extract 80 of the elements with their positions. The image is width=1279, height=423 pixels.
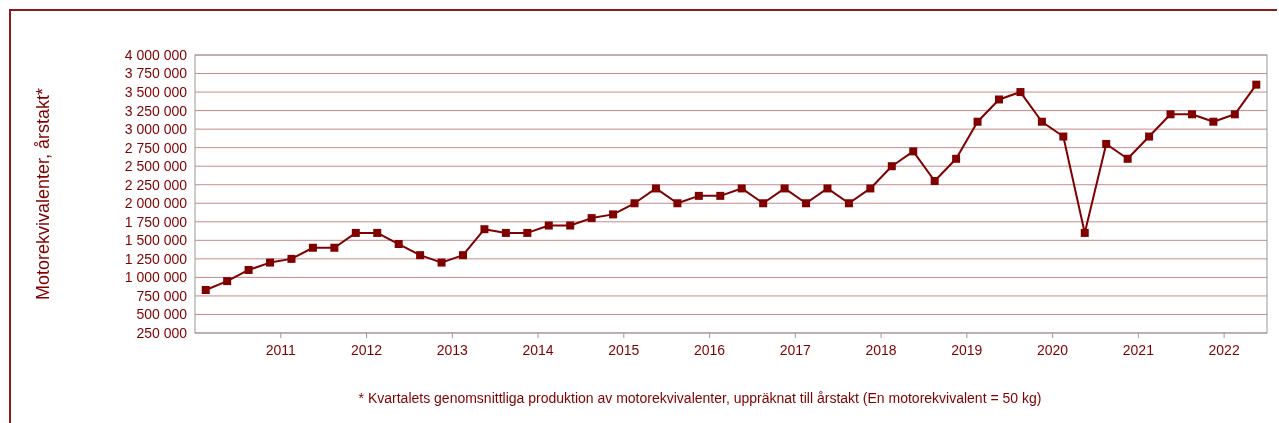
y-tick-label: 3 500 000 [124,83,188,100]
point [501,228,510,237]
x-tick-label: 2022 [1208,342,1240,358]
point [459,251,467,260]
point [973,117,982,126]
y-tick-label: 500 000 [136,306,188,323]
point [759,199,768,208]
point [244,265,253,274]
x-tick-label: 2015 [608,342,640,358]
point [866,184,875,193]
point [1209,117,1218,126]
y-tick-label: 4 000 000 [124,46,188,63]
y-tick-label: 2 000 000 [124,195,188,212]
y-tick-label: 1 000 000 [124,269,188,286]
point [201,286,210,294]
point [737,184,746,193]
point [1080,228,1089,237]
y-tick-label: 2 500 000 [124,158,188,175]
point [1123,154,1132,163]
point [266,258,275,267]
point [373,228,382,237]
point [566,221,575,230]
y-tick-label: 250 000 [136,324,188,341]
x-tick-label: 2011 [265,342,297,358]
point [1145,132,1154,141]
x-tick-label: 2018 [865,342,897,358]
x-tick-label: 2020 [1037,342,1069,358]
point [394,240,403,249]
point [887,162,896,171]
y-tick-label: 1 750 000 [124,213,188,230]
point [587,214,596,223]
point [952,154,961,163]
point [1016,88,1025,97]
point [630,199,639,208]
x-tick-label: 2016 [693,342,726,358]
point [609,210,618,219]
point [1059,132,1068,141]
point [308,243,317,252]
x-tick-label: 2014 [522,342,554,358]
point [1102,139,1111,148]
point [1166,110,1175,119]
y-tick-label: 1 250 000 [124,250,188,267]
x-tick-label: 2013 [436,342,469,358]
point [287,254,296,263]
point [694,191,703,200]
point [1037,117,1046,126]
y-tick-label: 3 750 000 [124,65,188,82]
y-tick-label: 1 500 000 [124,232,188,249]
point [673,199,682,208]
x-tick-label: 2012 [350,342,383,358]
point [1187,110,1196,119]
y-tick-label: 2 750 000 [124,139,188,156]
point [1230,110,1239,119]
point [330,243,339,252]
point [351,228,360,237]
point [716,191,725,200]
point [523,228,532,237]
point [416,251,425,260]
point [844,199,853,208]
point [480,225,489,234]
point [437,258,446,267]
point [909,147,918,156]
point [544,221,553,230]
point [930,177,939,186]
y-tick-label: 3 000 000 [124,121,188,138]
y-tick-label: 750 000 [136,287,188,304]
x-tick-label: 2021 [1122,342,1155,358]
point [823,184,832,193]
point [802,199,811,208]
y-tick-label: 2 250 000 [124,176,188,193]
point [651,184,660,193]
point [1252,80,1261,89]
y-tick-label: 3 250 000 [124,102,188,119]
x-tick-label: 2017 [779,342,812,358]
point [995,95,1003,104]
point [223,277,232,286]
y-axis-title: Motorekvivalenter, årstakt* [33,87,53,301]
text: * Kvartalets genomsnittliga produktion av motorekvivalenter, uppräknat till årstakt (En motorekvivalent = 50 kg) [358,390,1042,406]
x-tick-label: 2019 [951,342,983,358]
point [780,184,789,193]
